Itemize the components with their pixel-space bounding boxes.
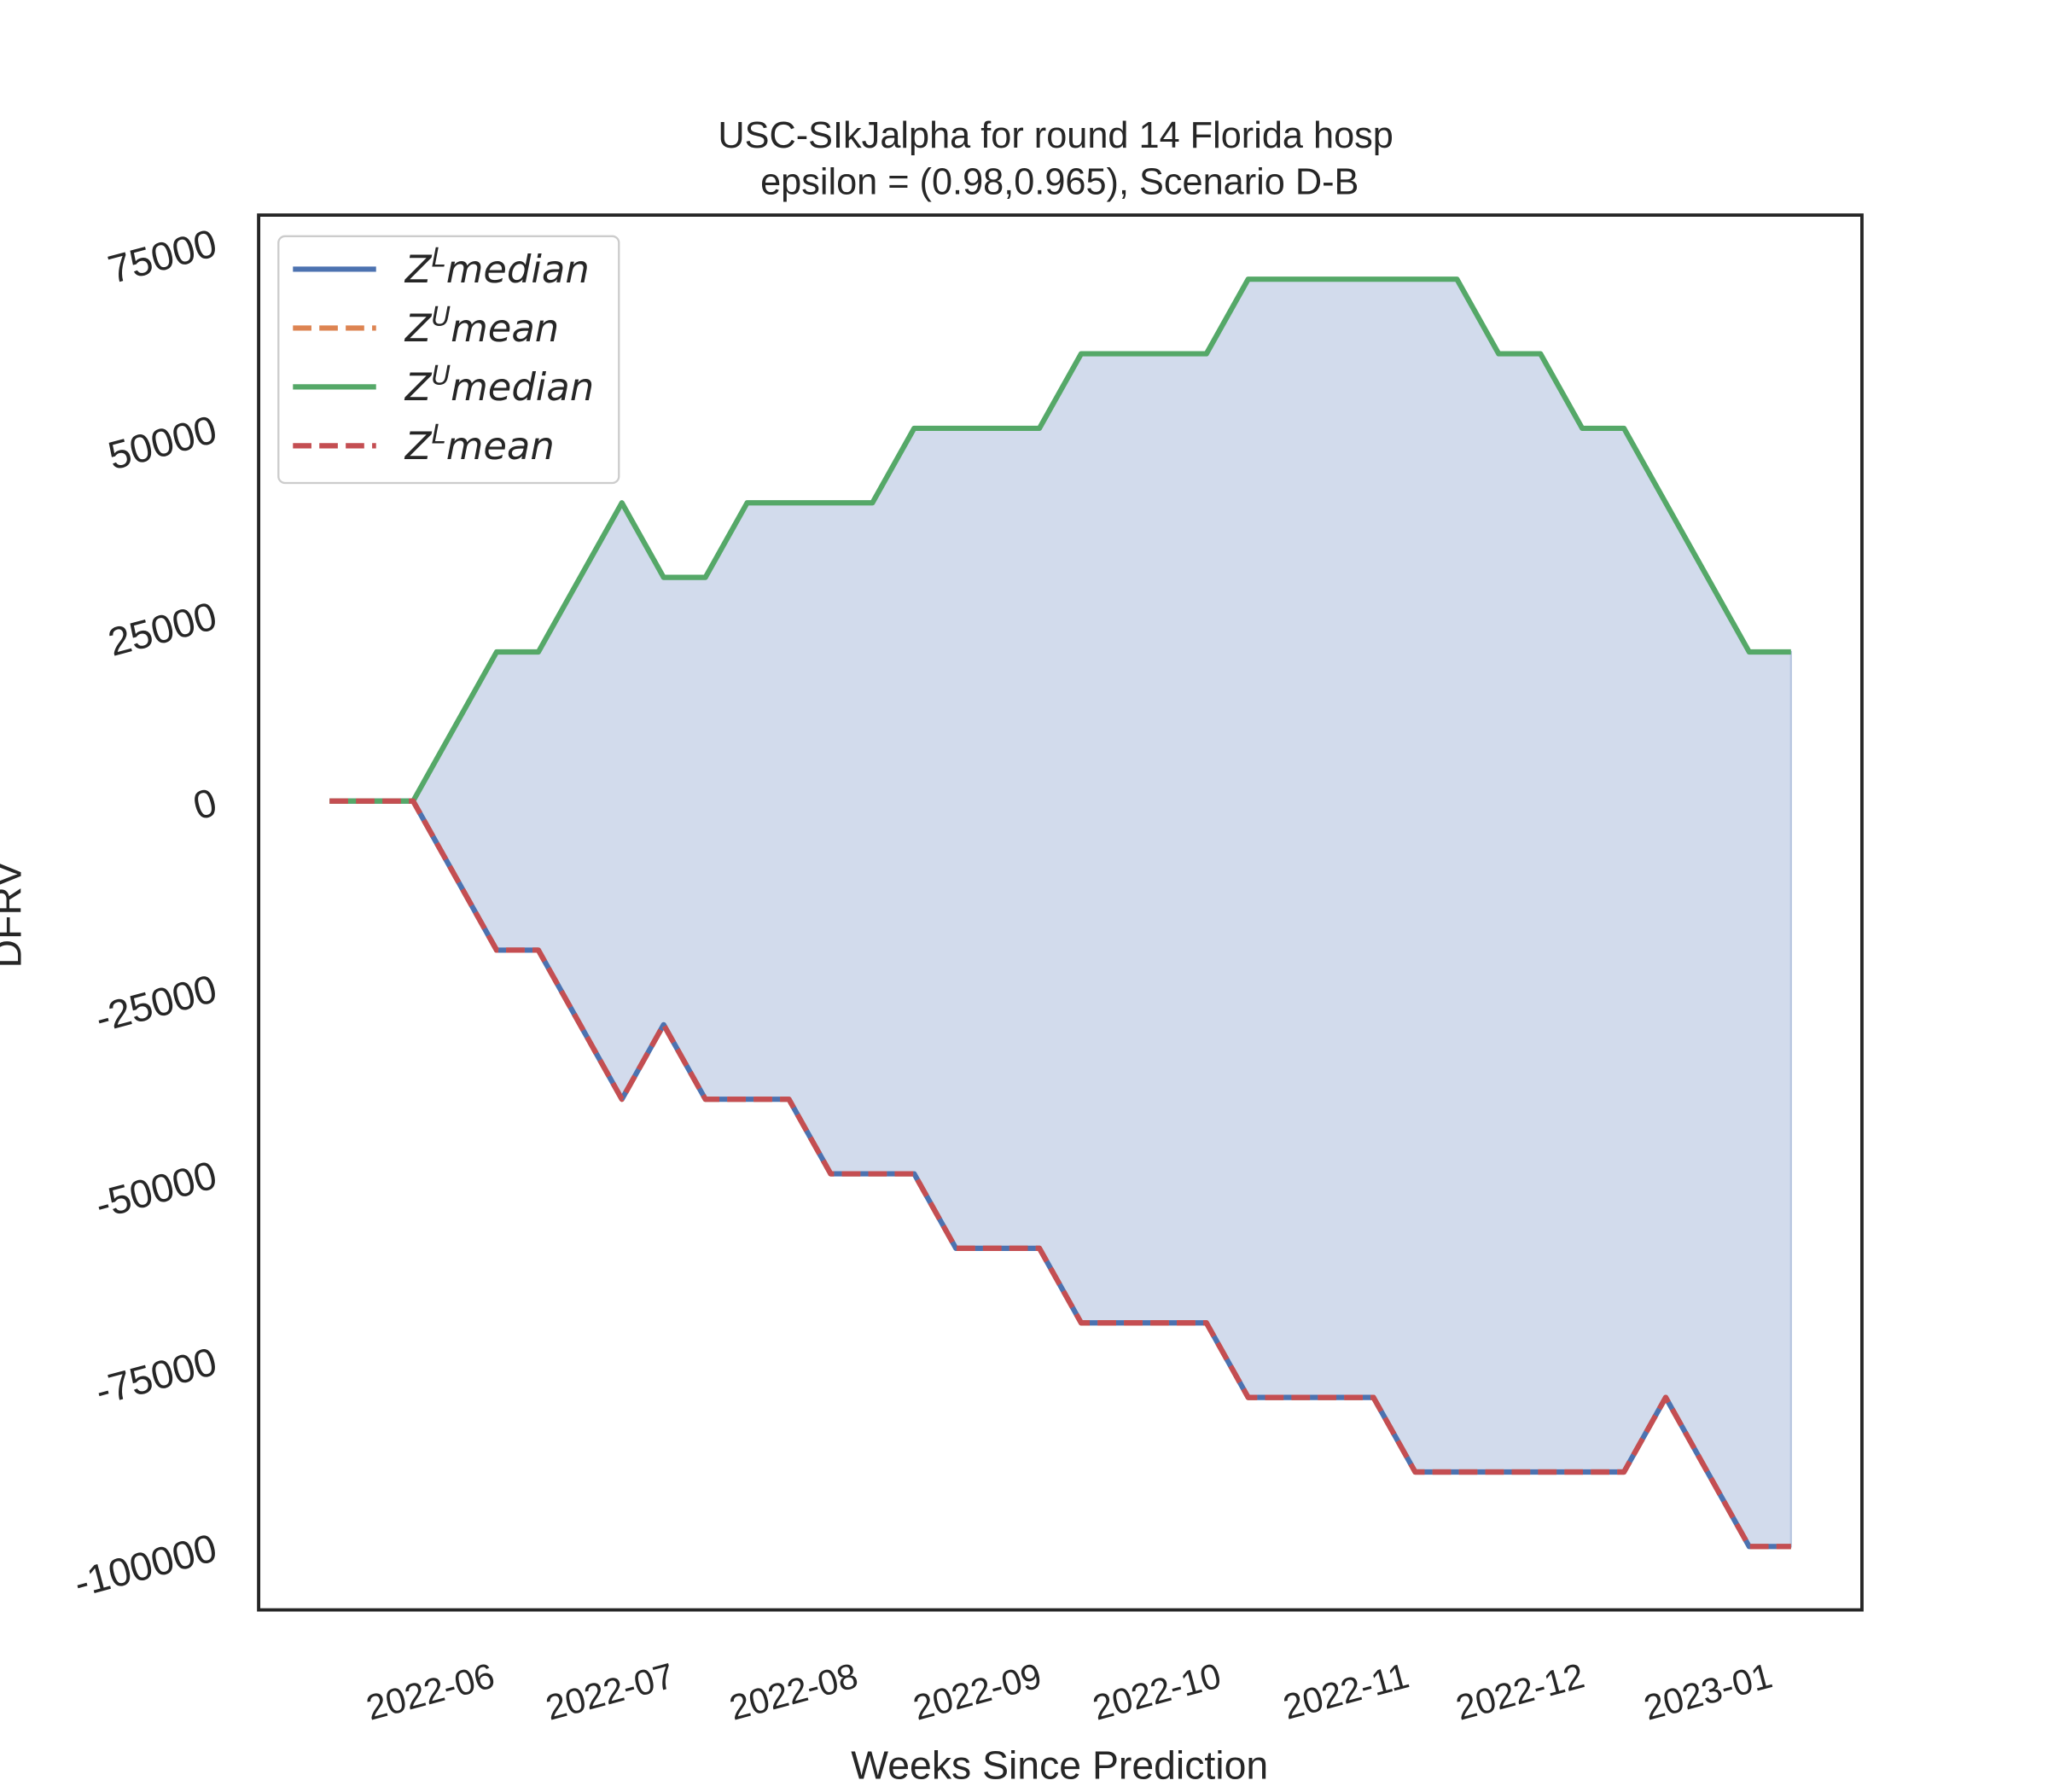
- x-tick-label: 2022-12: [1452, 1655, 1588, 1728]
- chart-subtitle: epsilon = (0.98,0.965), Scenario D-B: [760, 161, 1359, 202]
- y-tick-label: 50000: [103, 407, 221, 479]
- x-tick-label: 2022-10: [1089, 1655, 1225, 1728]
- chart-title: USC-SIkJalpha for round 14 Florida hosp: [718, 115, 1393, 156]
- legend-label: ZLmedian: [404, 242, 590, 292]
- x-tick-label: 2022-11: [1279, 1655, 1413, 1727]
- y-axis-label: DFRV: [0, 861, 30, 968]
- x-axis-label: Weeks Since Prediction: [851, 1743, 1268, 1788]
- legend-label: ZUmean: [404, 301, 559, 351]
- x-tick-label: 2022-06: [362, 1655, 498, 1728]
- legend-label: ZLmean: [404, 419, 555, 468]
- x-tick-label: 2022-07: [542, 1655, 678, 1728]
- y-tick-label: -75000: [90, 1339, 221, 1414]
- axes-frame: [257, 213, 1864, 1612]
- y-tick-label: -50000: [90, 1152, 221, 1227]
- y-tick-label: -25000: [90, 966, 221, 1041]
- x-tick-label: 2022-09: [909, 1655, 1045, 1728]
- x-tick-label: 2022-08: [725, 1655, 862, 1728]
- y-tick-label: 25000: [103, 593, 221, 665]
- legend-box: [277, 235, 620, 485]
- y-tick-label: 0: [189, 780, 221, 829]
- y-tick-label: -100000: [69, 1525, 221, 1605]
- series-line: [329, 798, 1791, 1550]
- x-tick-label: 2023-01: [1639, 1655, 1776, 1728]
- y-tick-label: 75000: [103, 220, 221, 292]
- legend-label: ZUmedian: [404, 360, 594, 410]
- series-line: [329, 276, 1791, 804]
